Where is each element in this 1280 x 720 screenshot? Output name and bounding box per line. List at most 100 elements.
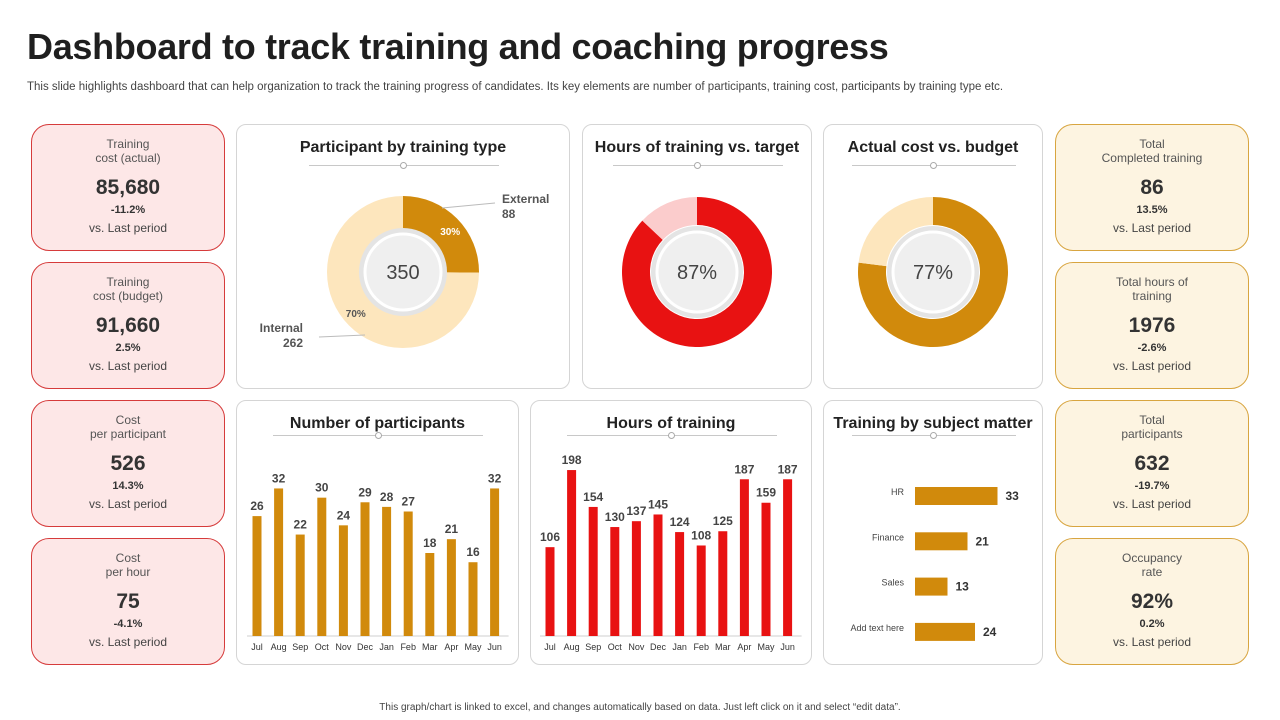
kpi-change: 0.2% bbox=[1139, 618, 1165, 630]
kpi-change: -11.2% bbox=[110, 204, 146, 216]
bar bbox=[425, 553, 435, 636]
callout-value-internal: 262 bbox=[283, 336, 303, 350]
bar bbox=[915, 622, 975, 641]
kpi-label: Total hours of training bbox=[1115, 275, 1189, 303]
participants-bar-chart: 26 Jul 32 Aug 22 Sep 30 Oct 24 Nov 29 Dec 28 Jan 27 Feb… bbox=[247, 471, 509, 652]
bar-value-label: 145 bbox=[648, 497, 668, 511]
x-tick-label: Aug bbox=[271, 642, 287, 652]
bar-value-label: 198 bbox=[562, 453, 582, 467]
kpi-card-total-participants[interactable]: Total participants 632 -19.7% vs. Last pe… bbox=[1055, 400, 1249, 527]
bar bbox=[567, 470, 577, 636]
bar-value-label: 125 bbox=[713, 514, 733, 528]
bar-value-label: 28 bbox=[380, 490, 394, 504]
x-tick-label: May bbox=[464, 642, 482, 652]
page-subtitle: This slide highlights dashboard that can… bbox=[27, 81, 1004, 93]
kpi-card-total-hours-of-training[interactable]: Total hours of training 1976 -2.6% vs. La… bbox=[1055, 262, 1249, 389]
kpi-period: vs. Last period bbox=[1112, 359, 1192, 373]
x-tick-label: Jul bbox=[544, 642, 556, 652]
panel-training-by-subject-matter[interactable]: Training by subject matter 33 HR 21 Finance… bbox=[823, 400, 1043, 665]
x-tick-label: Mar bbox=[715, 642, 731, 652]
panel-title: Hours of training vs. target bbox=[594, 139, 800, 156]
bar-value-label: 108 bbox=[691, 528, 711, 542]
x-tick-label: Nov bbox=[335, 642, 352, 652]
kpi-period: vs. Last period bbox=[1112, 221, 1192, 235]
donut-center-label: 77% bbox=[913, 262, 953, 284]
bar bbox=[610, 527, 620, 636]
kpi-card-cost-per-hour[interactable]: Cost per hour 75 -4.1% vs. Last period bbox=[31, 538, 225, 665]
y-tick-label: Finance bbox=[872, 532, 904, 542]
kpi-label: Training cost (actual) bbox=[95, 137, 161, 165]
callout-value-external: 88 bbox=[502, 207, 516, 221]
x-tick-label: Oct bbox=[608, 642, 623, 652]
kpi-value: 91,660 bbox=[95, 314, 161, 337]
kpi-card-cost-per-participant[interactable]: Cost per participant 526 14.3% vs. Last p… bbox=[31, 400, 225, 527]
bar-value-label: 27 bbox=[402, 495, 416, 509]
bar-value-label: 187 bbox=[778, 462, 798, 476]
slice-percent-label: 30% bbox=[440, 227, 460, 238]
page-title: Dashboard to track training and coaching… bbox=[27, 26, 889, 67]
x-tick-label: May bbox=[757, 642, 775, 652]
x-tick-label: Jan bbox=[672, 642, 687, 652]
bar-value-label: 21 bbox=[445, 522, 459, 536]
subject-matter-bar-chart: 33 HR 21 Finance 13 Sales 24 Add text here bbox=[850, 487, 1019, 641]
bar bbox=[915, 487, 998, 505]
kpi-label: Total Completed training bbox=[1101, 137, 1203, 165]
title-divider-dot bbox=[668, 432, 675, 439]
x-tick-label: Jun bbox=[780, 642, 795, 652]
bar bbox=[317, 497, 327, 636]
kpi-card-total-completed-training[interactable]: Total Completed training 86 13.5% vs. Las… bbox=[1055, 124, 1249, 251]
bar bbox=[588, 506, 598, 636]
x-tick-label: Feb bbox=[400, 642, 416, 652]
kpi-card-training-cost-budget[interactable]: Training cost (budget) 91,660 2.5% vs. La… bbox=[31, 262, 225, 389]
bar bbox=[252, 516, 262, 636]
x-tick-label: Aug bbox=[564, 642, 580, 652]
hours-bar-chart: 106 Jul 198 Aug 154 Sep 130 Oct 137 Nov 145 Dec 124 J… bbox=[540, 453, 802, 652]
panel-actual-cost-vs-budget[interactable]: Actual cost vs. budget 77% bbox=[823, 124, 1043, 389]
kpi-label: Cost per participant bbox=[89, 413, 167, 441]
kpi-value: 85,680 bbox=[95, 176, 161, 199]
donut-slice bbox=[858, 197, 1008, 347]
panel-hours-vs-target[interactable]: Hours of training vs. target 87% bbox=[582, 124, 812, 389]
bar bbox=[696, 545, 706, 636]
panel-title: Training by subject matter bbox=[833, 415, 1033, 432]
callout-name-external: External bbox=[502, 192, 549, 206]
x-tick-label: Jun bbox=[487, 642, 502, 652]
kpi-card-occupancy-rate[interactable]: Occupancy rate 92% 0.2% vs. Last period bbox=[1055, 538, 1249, 665]
bar-value-label: 130 bbox=[605, 510, 625, 524]
bar bbox=[718, 531, 728, 636]
panel-number-of-participants[interactable]: Number of participants 26 Jul 32 Aug 22 Sep 30… bbox=[236, 400, 519, 665]
kpi-change: -19.7% bbox=[1134, 480, 1170, 492]
bar-value-label: 32 bbox=[272, 471, 286, 485]
kpi-value: 86 bbox=[1140, 176, 1164, 199]
kpi-period: vs. Last period bbox=[88, 221, 168, 235]
title-divider-dot bbox=[930, 162, 937, 169]
bar bbox=[468, 562, 478, 636]
kpi-change: 13.5% bbox=[1136, 204, 1168, 216]
bar bbox=[653, 514, 663, 636]
bar-value-label: 154 bbox=[583, 490, 603, 504]
bar-value-label: 26 bbox=[250, 499, 264, 513]
bar-value-label: 106 bbox=[540, 530, 560, 544]
bar-value-label: 16 bbox=[466, 545, 480, 559]
panel-hours-of-training[interactable]: Hours of training 106 Jul 198 Aug 154 Sep 130 O… bbox=[530, 400, 812, 665]
x-tick-label: Sep bbox=[585, 642, 601, 652]
bar bbox=[631, 521, 641, 636]
kpi-card-training-cost-actual[interactable]: Training cost (actual) 85,680 -11.2% vs. … bbox=[31, 124, 225, 251]
x-tick-label: Mar bbox=[422, 642, 438, 652]
x-tick-label: Apr bbox=[444, 642, 458, 652]
donut-slice bbox=[327, 196, 479, 348]
bar bbox=[446, 539, 456, 636]
bar bbox=[915, 577, 948, 596]
slice-percent-label: 70% bbox=[346, 309, 366, 320]
bar-value-label: 13 bbox=[956, 580, 970, 594]
bar bbox=[382, 506, 392, 636]
bar-value-label: 24 bbox=[337, 508, 351, 522]
x-tick-label: Dec bbox=[650, 642, 667, 652]
bar bbox=[295, 534, 305, 636]
kpi-value: 92% bbox=[1130, 590, 1174, 613]
panel-participant-by-training-type[interactable]: Participant by training type 350 30% 70% Ex… bbox=[236, 124, 570, 389]
kpi-period: vs. Last period bbox=[1112, 635, 1192, 649]
kpi-label: Training cost (budget) bbox=[92, 275, 164, 303]
kpi-period: vs. Last period bbox=[1112, 497, 1192, 511]
